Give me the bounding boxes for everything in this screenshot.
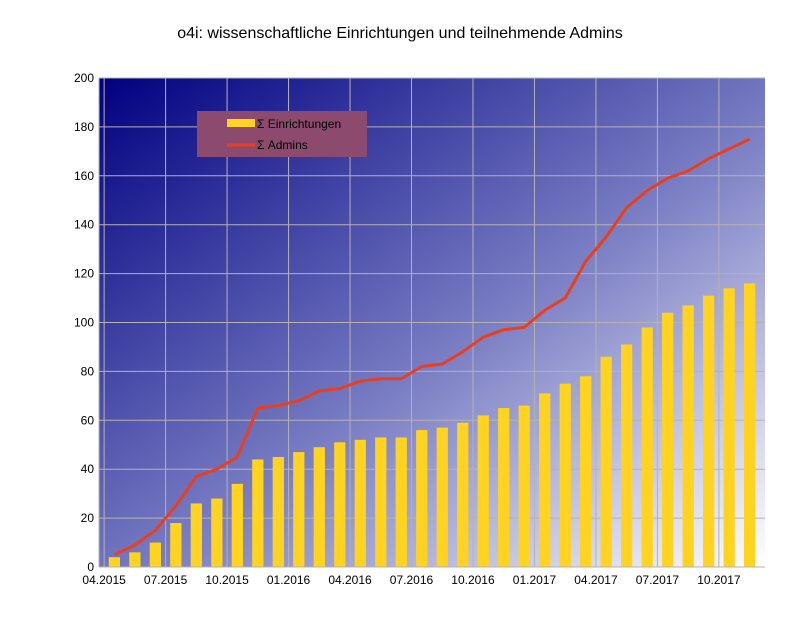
y-tick-label: 120 <box>74 267 94 281</box>
bar <box>662 312 674 567</box>
y-tick-label: 140 <box>74 218 94 232</box>
y-tick-label: 200 <box>74 71 94 85</box>
bar <box>518 405 530 567</box>
bar <box>272 456 284 567</box>
bar <box>477 415 489 567</box>
bar <box>293 452 305 567</box>
bar <box>108 557 121 567</box>
x-tick-label: 01.2016 <box>267 573 311 587</box>
bar <box>641 327 653 567</box>
y-tick-label: 100 <box>74 316 94 330</box>
x-tick-label: 07.2016 <box>390 573 434 587</box>
x-tick-label: 04.2017 <box>574 573 618 587</box>
bar <box>252 459 264 567</box>
admins-line <box>113 137 751 557</box>
bar <box>334 442 346 567</box>
bar <box>313 447 325 567</box>
y-tick-label: 40 <box>81 462 95 476</box>
bar <box>354 439 366 567</box>
bar <box>600 356 612 567</box>
x-tick-label: 10.2016 <box>451 573 495 587</box>
legend-swatch-bar <box>227 119 255 127</box>
bar <box>682 305 694 567</box>
bar <box>395 437 407 567</box>
x-tick-label: 10.2015 <box>205 573 249 587</box>
bar <box>621 344 633 567</box>
bar <box>580 376 592 567</box>
x-tick-label: 07.2017 <box>636 573 680 587</box>
bar <box>457 422 469 567</box>
bar <box>723 288 735 567</box>
bar <box>743 283 756 567</box>
bar <box>703 295 715 567</box>
bar <box>375 437 387 567</box>
x-tick-label: 04.2016 <box>328 573 372 587</box>
legend-label-admins: Σ Admins <box>257 138 308 152</box>
bar <box>416 430 428 567</box>
x-tick-label: 10.2017 <box>697 573 741 587</box>
x-tick-label: 04.2015 <box>82 573 126 587</box>
bar <box>170 522 182 567</box>
y-tick-label: 0 <box>87 560 94 574</box>
y-tick-label: 160 <box>74 169 94 183</box>
axes: 0 20 40 60 80 100 120 140 160 180 200 04.2015 07.201… <box>74 71 765 587</box>
bar <box>559 383 571 567</box>
y-tick-label: 20 <box>81 511 95 525</box>
bar <box>129 552 141 567</box>
line-series <box>113 137 751 557</box>
bar <box>149 542 161 567</box>
grid-lines <box>99 77 765 568</box>
y-tick-label: 60 <box>81 413 95 427</box>
y-tick-label: 180 <box>74 120 94 134</box>
legend: Σ Einrichtungen Σ Admins <box>197 111 367 157</box>
x-tick-label: 07.2015 <box>144 573 188 587</box>
bar <box>190 503 202 567</box>
x-tick-label: 01.2017 <box>513 573 557 587</box>
bar-series <box>108 283 756 567</box>
y-tick-label: 80 <box>81 364 95 378</box>
legend-box <box>197 111 367 157</box>
legend-label-einrichtungen: Σ Einrichtungen <box>257 117 341 131</box>
bar <box>231 483 243 567</box>
chart-title: o4i: wissenschaftliche Einrichtungen und… <box>177 25 623 42</box>
bar <box>498 408 510 567</box>
bar <box>211 498 223 567</box>
bar <box>436 427 448 567</box>
bar <box>539 393 551 567</box>
